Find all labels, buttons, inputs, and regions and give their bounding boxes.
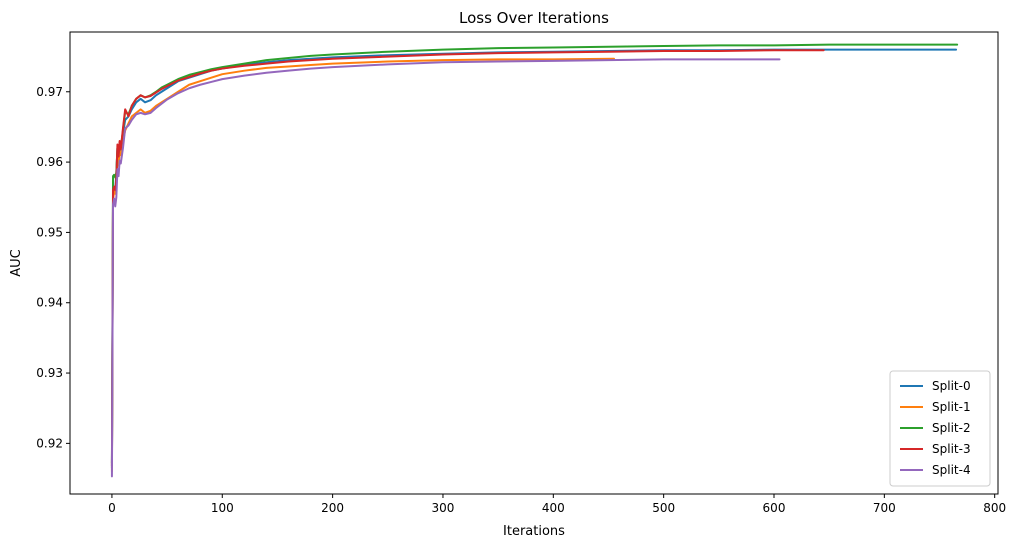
y-tick-label: 0.93 [36,366,63,380]
legend-label: Split-4 [932,463,971,477]
legend-label: Split-1 [932,400,971,414]
legend: Split-0 Split-1 Split-2 Split-3 Split-4 [889,370,991,487]
y-axis-label: AUC [9,249,24,277]
legend-label: Split-2 [932,421,971,435]
y-tick-label: 0.94 [36,296,63,310]
y-tick-label: 0.96 [36,155,63,169]
y-axis: 0.92 0.93 0.94 0.95 0.96 0.97 [36,85,70,450]
legend-box [889,370,991,487]
x-tick-label: 0 [108,501,116,515]
x-tick-label: 300 [432,501,455,515]
x-tick-label: 500 [652,501,675,515]
legend-label: Split-0 [932,379,971,393]
series-line-split-3 [110,49,825,467]
series-line-split-1 [110,57,615,473]
x-tick-label: 700 [873,501,896,515]
x-tick-label: 400 [542,501,565,515]
x-tick-label: 100 [211,501,234,515]
y-tick-label: 0.95 [36,225,63,239]
x-tick-label: 200 [321,501,344,515]
x-tick-label: 800 [983,501,1006,515]
x-tick-label: 600 [763,501,786,515]
legend-label: Split-3 [932,442,971,456]
y-tick-label: 0.92 [36,436,63,450]
x-axis: 0 100 200 300 400 500 600 700 800 [108,494,1006,515]
y-tick-label: 0.97 [36,85,63,99]
plot-frame [69,31,999,495]
series-line-split-4 [110,58,781,478]
x-axis-label: Iterations [503,524,565,539]
chart-title: Loss Over Iterations [459,9,609,27]
plot-lines [110,43,959,478]
